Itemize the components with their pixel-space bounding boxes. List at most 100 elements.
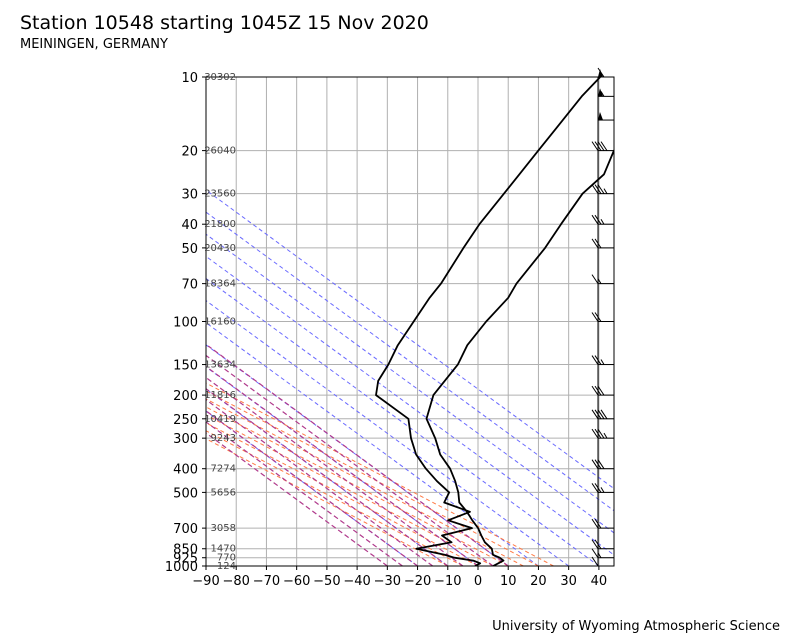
y-tick-label: 1000 — [165, 560, 198, 575]
barb-full — [591, 548, 599, 558]
wind-barb — [591, 274, 614, 285]
barb-full — [591, 184, 599, 194]
barb-full — [594, 409, 602, 420]
height-label: 7274 — [211, 464, 236, 475]
x-tick-label: 40 — [591, 574, 608, 589]
barb-half — [597, 278, 602, 284]
barb-full — [591, 274, 599, 284]
x-tick-label: 0 — [474, 574, 482, 589]
barb-half — [603, 188, 608, 194]
x-tick-label: −30 — [374, 574, 401, 589]
y-tick-label: 100 — [173, 316, 198, 331]
height-label: 3058 — [211, 523, 236, 534]
height-label: 20430 — [204, 243, 236, 254]
height-label: 5656 — [211, 487, 236, 498]
barb-full — [591, 141, 599, 151]
barb-full — [591, 238, 599, 249]
barb-full — [597, 409, 605, 420]
wind-barb — [591, 409, 614, 420]
wind-barb — [598, 88, 614, 97]
x-tick-label: −60 — [283, 574, 310, 589]
barb-full — [591, 409, 599, 420]
y-tick-label: 70 — [181, 278, 198, 293]
barb-full — [597, 184, 605, 194]
moist-adiabat — [206, 438, 449, 566]
height-label: 13634 — [204, 360, 236, 371]
chart-title: Station 10548 starting 1045Z 15 Nov 2020 — [20, 12, 429, 34]
barb-full — [594, 312, 602, 322]
height-label: 11816 — [204, 390, 236, 401]
dry-adiabat — [206, 322, 539, 566]
wind-barb — [591, 518, 614, 529]
barb-full — [591, 385, 599, 396]
barb-full — [591, 214, 599, 225]
dry-adiabat — [206, 344, 509, 566]
barb-full — [594, 184, 602, 194]
barb-full — [591, 539, 599, 550]
barb-half — [597, 552, 602, 558]
barb-full — [591, 459, 599, 469]
chart-subtitle: MEININGEN, GERMANY — [20, 37, 168, 52]
barb-full — [594, 385, 602, 396]
height-label: 10419 — [204, 414, 236, 425]
barb-full — [594, 459, 602, 469]
barb-full — [597, 67, 605, 78]
y-tick-label: 20 — [181, 145, 198, 160]
x-axis: −90 −80 −70 −60 −50 −40 −30 −20 −10 0 10 20 30 40 — [192, 566, 607, 589]
barb-full — [594, 428, 602, 439]
y-tick-label: 50 — [181, 242, 198, 257]
dry-adiabat — [206, 211, 614, 512]
height-label: 9243 — [211, 433, 236, 444]
wind-barb — [591, 428, 614, 439]
x-tick-label: −80 — [223, 574, 250, 589]
credit-text: University of Wyoming Atmospheric Scienc… — [492, 619, 780, 634]
y-tick-label: 925 — [173, 552, 198, 567]
y-tick-label: 40 — [181, 218, 198, 233]
dry-adiabat — [206, 255, 614, 556]
height-label: 21800 — [204, 219, 236, 230]
profile-lines — [375, 77, 614, 566]
mixing-ratio-line — [206, 354, 494, 566]
barb-full — [597, 385, 605, 396]
barb-half — [600, 487, 605, 493]
y-tick-label: 150 — [173, 359, 198, 374]
barb-full — [591, 428, 599, 439]
dry-adiabat — [206, 233, 614, 534]
moist-adiabat — [206, 406, 509, 566]
x-tick-label: 30 — [560, 574, 577, 589]
y-tick-label: 10 — [181, 71, 198, 86]
y-tick-label: 500 — [173, 486, 198, 501]
barb-half — [600, 91, 605, 97]
barb-full — [597, 459, 605, 469]
height-label: 18364 — [204, 279, 236, 290]
barb-half — [600, 218, 605, 225]
barb-full — [594, 214, 602, 225]
moist-adiabat — [206, 430, 464, 566]
mixing-ratio-line — [206, 410, 418, 566]
moist-adiabat — [206, 390, 539, 566]
height-label: 23560 — [204, 189, 236, 200]
y-tick-label: 400 — [173, 463, 198, 478]
barb-pennant — [598, 69, 603, 77]
x-tick-label: −50 — [313, 574, 340, 589]
barb-full — [597, 428, 605, 439]
wind-barb — [591, 141, 614, 152]
barb-full — [597, 141, 605, 151]
barb-full — [591, 518, 599, 529]
mixing-ratio-line — [207, 345, 509, 566]
height-label: 770 — [217, 553, 236, 564]
wind-barb — [591, 184, 614, 195]
moist-adiabat — [206, 414, 494, 566]
y-tick-label: 30 — [181, 188, 198, 203]
barb-half — [600, 359, 605, 365]
wind-barb — [591, 214, 614, 225]
barb-full — [594, 518, 602, 529]
barb-full — [594, 483, 602, 493]
reference-lines — [206, 189, 614, 566]
mixing-ratio-line — [206, 387, 449, 566]
height-label: 16160 — [204, 317, 236, 328]
wind-barb — [597, 67, 614, 78]
barb-full — [600, 409, 608, 420]
wind-barb — [591, 312, 614, 322]
